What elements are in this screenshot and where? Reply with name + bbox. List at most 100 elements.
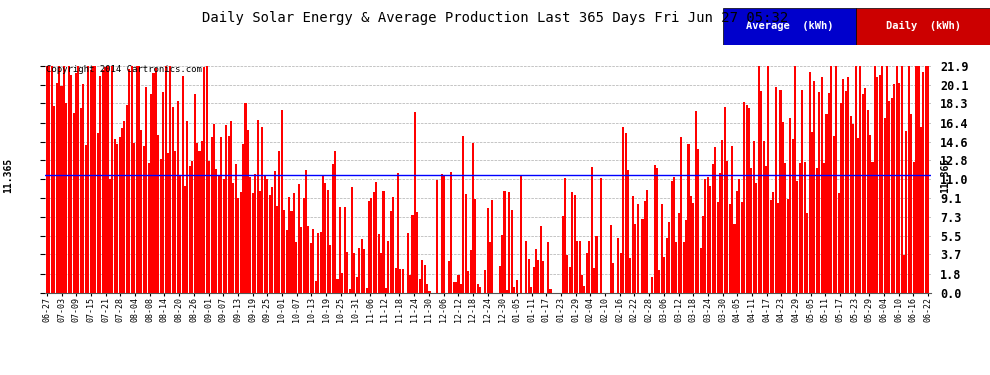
Bar <box>683 242 685 292</box>
Bar <box>613 263 615 292</box>
Bar <box>573 195 576 292</box>
Bar <box>757 66 759 292</box>
Bar <box>859 66 861 292</box>
Bar <box>809 72 811 292</box>
Bar <box>346 252 348 292</box>
Bar <box>871 162 873 292</box>
Bar <box>330 245 332 292</box>
Bar <box>528 259 530 292</box>
Bar <box>355 277 357 292</box>
Bar <box>228 136 230 292</box>
Bar <box>723 8 856 45</box>
Text: Copyright 2014 Cartronics.com: Copyright 2014 Cartronics.com <box>47 64 202 74</box>
Bar <box>913 162 915 292</box>
Bar <box>767 66 769 292</box>
Bar <box>814 81 816 292</box>
Bar <box>772 192 774 292</box>
Bar <box>508 192 511 292</box>
Bar <box>818 92 821 292</box>
Bar <box>847 77 849 292</box>
Bar <box>627 170 629 292</box>
Bar <box>50 66 52 292</box>
Bar <box>293 194 295 292</box>
Bar <box>632 195 634 292</box>
Bar <box>65 103 67 292</box>
Bar <box>692 203 694 292</box>
Bar <box>806 213 808 292</box>
Bar <box>179 175 181 292</box>
Bar <box>312 229 314 292</box>
Bar <box>169 66 171 292</box>
Bar <box>646 190 648 292</box>
Bar <box>99 75 101 292</box>
Bar <box>765 166 767 292</box>
Bar <box>126 105 128 292</box>
Bar <box>678 213 680 292</box>
Bar <box>644 201 645 292</box>
Bar <box>777 203 779 292</box>
Bar <box>337 279 339 292</box>
Bar <box>856 8 990 45</box>
Bar <box>849 116 851 292</box>
Bar <box>89 70 92 292</box>
Bar <box>651 277 653 292</box>
Bar <box>844 91 846 292</box>
Bar <box>774 87 777 292</box>
Bar <box>198 151 201 292</box>
Bar <box>670 181 672 292</box>
Bar <box>661 204 663 292</box>
Bar <box>417 212 419 292</box>
Bar <box>288 197 290 292</box>
Bar <box>736 191 738 292</box>
Bar <box>245 102 247 292</box>
Bar <box>370 198 372 292</box>
Bar <box>203 67 205 292</box>
Bar <box>360 239 362 292</box>
Bar <box>342 273 344 292</box>
Bar <box>382 191 384 292</box>
Bar <box>72 113 74 292</box>
Bar <box>320 232 322 292</box>
Bar <box>547 242 549 292</box>
Bar <box>150 94 152 292</box>
Bar <box>251 193 253 292</box>
Bar <box>436 180 438 292</box>
Bar <box>569 267 571 292</box>
Bar <box>734 224 736 292</box>
Bar <box>549 289 551 292</box>
Bar <box>167 153 169 292</box>
Bar <box>896 66 898 292</box>
Bar <box>119 137 121 292</box>
Bar <box>375 182 377 292</box>
Bar <box>854 66 856 292</box>
Bar <box>94 66 96 292</box>
Bar <box>249 177 251 292</box>
Bar <box>82 84 84 292</box>
Bar <box>600 178 602 292</box>
Bar <box>303 198 305 292</box>
Bar <box>578 241 580 292</box>
Bar <box>618 238 620 292</box>
Bar <box>211 137 213 292</box>
Bar <box>310 243 312 292</box>
Bar <box>891 98 893 292</box>
Bar <box>836 66 838 292</box>
Bar <box>136 66 138 292</box>
Bar <box>501 235 503 292</box>
Bar <box>915 66 917 292</box>
Bar <box>826 114 828 292</box>
Bar <box>828 93 830 292</box>
Bar <box>881 66 883 292</box>
Bar <box>114 140 116 292</box>
Bar <box>162 93 164 292</box>
Bar <box>680 136 682 292</box>
Bar <box>923 72 925 292</box>
Bar <box>566 255 568 292</box>
Bar <box>610 225 612 292</box>
Bar <box>506 290 508 292</box>
Bar <box>75 73 77 292</box>
Bar <box>731 146 734 292</box>
Bar <box>172 107 174 292</box>
Bar <box>133 143 136 292</box>
Bar <box>409 275 411 292</box>
